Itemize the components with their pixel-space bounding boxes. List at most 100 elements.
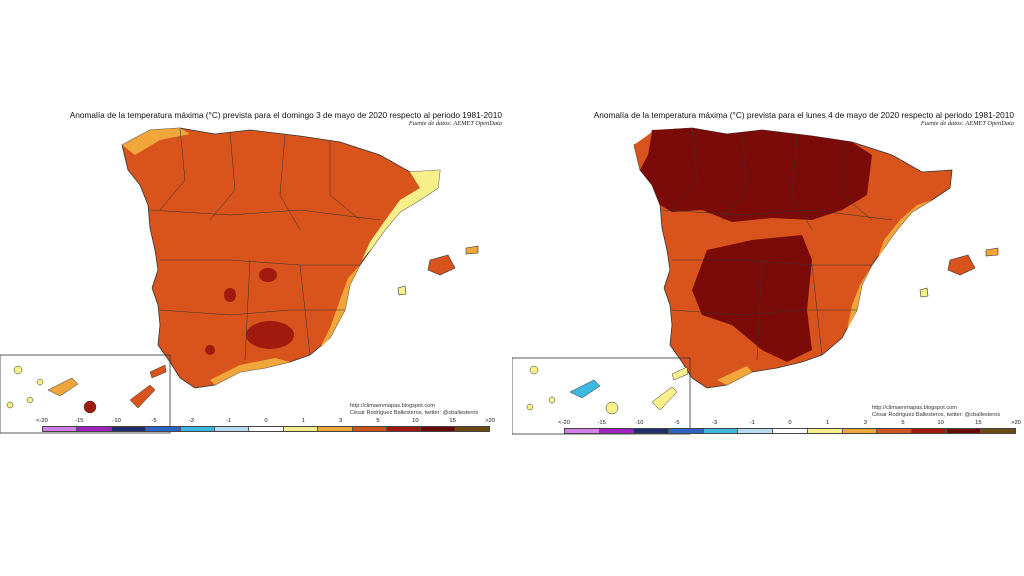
legend-swatch (911, 429, 947, 433)
map-panel-may-3: Anomalía de la temperatura máxima (°C) p… (0, 100, 512, 440)
legend-tick-label: 3 (339, 418, 343, 424)
credit-url: http://climaenmapas.blogspot.com (350, 403, 435, 409)
fuerteventura (129, 384, 156, 409)
credit-author: César Rodríguez Ballesteros, twitter: @c… (350, 410, 479, 416)
legend-tick-label: 3 (863, 420, 867, 426)
legend-swatch (111, 427, 147, 431)
legend-tick-label: -5 (151, 418, 157, 424)
province-borders (661, 127, 893, 361)
legend-tick-label: >20 (485, 418, 495, 424)
legend-tick-label: -10 (112, 418, 121, 424)
legend-scale: <-20 -15 -10 -5 -3 -1 0 1 3 5 10 15 >20 (558, 420, 1021, 440)
la-gomera (26, 396, 34, 404)
map-data-source: Fuente de datos: AEMET OpenData (920, 120, 1014, 127)
legend-swatch (455, 427, 490, 431)
south-coast-fringe (210, 358, 290, 385)
legend-tick-label: -15 (75, 418, 84, 424)
el-hierro (526, 403, 534, 411)
legend-swatch (565, 429, 600, 433)
legend-tick-label: -10 (635, 420, 644, 426)
canary-island-2 (36, 378, 44, 386)
ibiza (919, 287, 929, 298)
legend-ticks: <-20 -15 -10 -5 -3 -1 0 1 3 5 10 15 >20 (36, 418, 495, 426)
map-title: Anomalía de la temperatura máxima (°C) p… (69, 110, 502, 120)
legend-tick-label: <-20 (36, 418, 48, 424)
legend-tick-label: -1 (749, 420, 755, 426)
legend-swatch (842, 429, 878, 433)
mallorca (427, 254, 456, 276)
legend-swatch (946, 429, 982, 433)
legend-tick-label: -3 (712, 420, 718, 426)
fuerteventura (651, 386, 678, 411)
legend-swatch (634, 429, 670, 433)
legend-swatch (352, 427, 387, 431)
legend-swatch (386, 427, 422, 431)
legend-tick-label: <-20 (558, 420, 570, 426)
legend-swatch (773, 429, 808, 433)
province-borders (149, 127, 381, 361)
legend-swatch (981, 429, 1015, 433)
north-coast-warm-fringe (122, 128, 190, 155)
ibiza (397, 285, 407, 296)
legend-color-bar (564, 428, 1016, 434)
legend-tick-label: 15 (449, 418, 456, 424)
hotspot-madrid (259, 268, 277, 282)
hotspot-west (205, 345, 215, 355)
legend-scale: <-20 -15 -10 -5 -3 -1 0 1 3 5 10 15 >20 (36, 418, 495, 438)
legend-tick-label: -3 (188, 418, 194, 424)
credit-author: César Rodríguez Ballesteros, twitter: @c… (872, 412, 1001, 418)
legend-tick-label: 0 (264, 418, 268, 424)
legend-swatch (669, 429, 704, 433)
legend-swatch (77, 427, 112, 431)
spain-anomaly-map (512, 127, 999, 435)
legend-swatch (283, 427, 319, 431)
el-hierro (6, 401, 14, 409)
legend-tick-label: -5 (674, 420, 680, 426)
map-data-source: Fuente de datos: AEMET OpenData (408, 120, 502, 127)
mallorca (947, 254, 976, 276)
hotspot-extremadura (224, 288, 236, 302)
legend-tick-label: 10 (937, 420, 944, 426)
menorca (465, 245, 479, 255)
legend-swatch (249, 427, 284, 431)
spain-anomaly-map (0, 127, 479, 434)
gran-canaria (83, 400, 97, 414)
canary-inset-frame (512, 357, 691, 435)
peninsula-region (121, 127, 441, 389)
credit-url: http://climaenmapas.blogspot.com (872, 405, 957, 411)
legend-ticks: <-20 -15 -10 -5 -3 -1 0 1 3 5 10 15 >20 (558, 420, 1021, 428)
north-extreme-band (640, 128, 872, 222)
legend-tick-label: 1 (826, 420, 830, 426)
legend-tick-label: 1 (301, 418, 305, 424)
hotspot-guadalquivir (246, 321, 294, 349)
legend-swatch (807, 429, 843, 433)
lanzarote (149, 364, 167, 379)
central-extreme-band (692, 235, 812, 362)
southeast-coast-fringe (847, 265, 872, 330)
canary-inset-frame (0, 354, 171, 434)
credit-block: http://climaenmapas.blogspot.com César R… (350, 403, 478, 417)
southeast-coast-fringe (320, 265, 360, 348)
legend-tick-label: 10 (412, 418, 419, 424)
north-coast-fringe (634, 132, 652, 170)
legend-swatch (877, 429, 912, 433)
legend-swatch (421, 427, 456, 431)
menorca (985, 247, 999, 257)
legend-tick-label: 0 (788, 420, 792, 426)
legend-swatch (599, 429, 635, 433)
la-gomera (548, 396, 556, 404)
legend-tick-label: -1 (226, 418, 232, 424)
legend-tick-label: 15 (975, 420, 982, 426)
canary-island-1 (529, 365, 539, 375)
lanzarote (671, 366, 689, 381)
legend-tick-label: 5 (376, 418, 380, 424)
legend-swatch (738, 429, 774, 433)
map-title: Anomalía de la temperatura máxima (°C) p… (593, 110, 1014, 120)
east-coast-fringe (362, 170, 440, 260)
legend-swatch (214, 427, 250, 431)
credit-block: http://climaenmapas.blogspot.com César R… (872, 405, 1000, 419)
legend-tick-label: 5 (901, 420, 905, 426)
gran-canaria (605, 401, 619, 415)
legend-swatch (318, 427, 353, 431)
map-panel-may-4: Anomalía de la temperatura máxima (°C) p… (512, 100, 1024, 440)
